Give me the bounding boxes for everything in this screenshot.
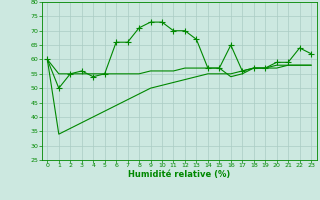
X-axis label: Humidité relative (%): Humidité relative (%) — [128, 170, 230, 179]
